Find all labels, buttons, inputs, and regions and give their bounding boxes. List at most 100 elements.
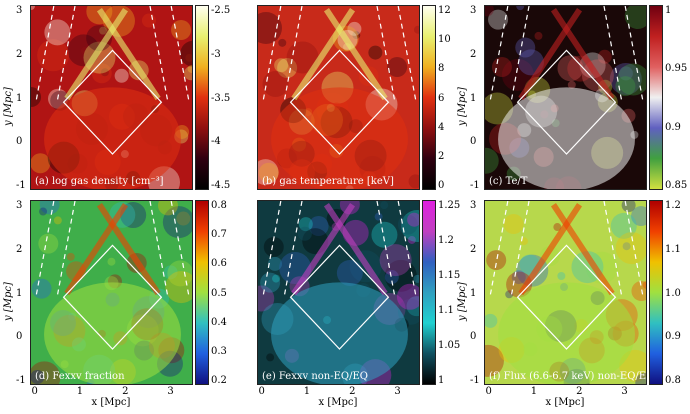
- cone-boundary: [283, 201, 303, 298]
- heatmap-b: (b) gas temperature [keV]: [257, 5, 420, 190]
- texture-blob: [488, 9, 509, 30]
- texture-blob: [99, 26, 108, 35]
- y-tick-label: -1: [16, 375, 26, 386]
- panel-caption: (c) Te/T: [489, 176, 528, 187]
- texture-blob: [286, 41, 319, 74]
- texture-blob: [485, 344, 504, 377]
- y-tick-label: 1: [16, 287, 23, 299]
- colorbar-tick-label: 1.0: [665, 287, 681, 299]
- colorbar-tick-label: 4: [438, 121, 445, 133]
- texture-blob: [274, 58, 289, 73]
- y-tick-label: 2: [16, 243, 23, 255]
- heatmap-c: (c) Te/T: [484, 5, 647, 190]
- texture-blob: [352, 31, 361, 40]
- cone-boundary: [376, 6, 396, 103]
- colorbar-tick-label: -3.5: [211, 92, 231, 104]
- y-tick-label: 3: [470, 5, 477, 16]
- colorbar-tick-label: 1.05: [438, 340, 461, 351]
- x-tick-label: 3: [621, 386, 628, 397]
- cone-boundary: [35, 6, 55, 103]
- texture-blob: [379, 244, 412, 277]
- colorbar: [195, 200, 209, 385]
- x-tick-label: 2: [576, 386, 583, 397]
- y-tick-label: 3: [16, 200, 23, 211]
- diamond-region: [62, 244, 163, 350]
- y-tick-label: -1: [470, 375, 480, 386]
- central-region: [498, 282, 635, 384]
- cone-boundary: [397, 201, 417, 298]
- colorbar-tick-label: -4: [211, 136, 221, 148]
- texture-blob: [553, 223, 562, 232]
- central-region: [271, 87, 408, 189]
- cone-boundary: [376, 201, 396, 298]
- texture-blob: [485, 147, 499, 174]
- jet-stream: [96, 8, 161, 101]
- cone-boundary: [149, 201, 169, 298]
- colorbar-tick-label: 1.2: [438, 235, 454, 246]
- texture-blob: [100, 68, 109, 77]
- texture-blob: [258, 159, 279, 186]
- texture-blob: [176, 211, 191, 226]
- texture-blob: [396, 283, 419, 310]
- cone-boundary: [283, 6, 303, 103]
- y-tick-label: -1: [470, 180, 480, 191]
- texture-blob: [401, 209, 419, 242]
- texture-blob: [610, 212, 637, 239]
- texture-blob: [31, 153, 51, 174]
- colorbar: [649, 200, 663, 385]
- y-tick-label: 0: [16, 331, 23, 343]
- heatmap-svg-e: [258, 201, 419, 384]
- diamond-region: [289, 49, 390, 155]
- texture-blob: [107, 257, 116, 266]
- colorbar-tick-label: 10: [438, 34, 451, 46]
- texture-blob: [615, 232, 646, 265]
- texture-blob: [503, 214, 524, 235]
- y-axis-label: y [Mpc]: [457, 86, 468, 126]
- texture-blob: [44, 19, 71, 46]
- texture-blob: [165, 271, 192, 304]
- colorbar-tick-label: 1: [665, 5, 672, 16]
- colorbar-tick-label: 0.5: [211, 287, 227, 299]
- cone-boundary: [510, 201, 530, 298]
- x-tick-label: 0: [258, 386, 265, 397]
- colorbar-tick-label: 1.25: [438, 200, 461, 211]
- cone-boundary: [489, 201, 509, 298]
- texture-blob: [501, 58, 534, 91]
- x-tick-label: 2: [122, 386, 129, 397]
- panel-caption: (f) Flux (6.6-6.7 keV) non-EQ/EQ: [489, 371, 647, 382]
- texture-blob: [31, 369, 45, 384]
- y-tick-label: 2: [470, 243, 477, 255]
- texture-blob: [272, 274, 281, 283]
- texture-blob: [38, 233, 59, 254]
- colorbar-tick-label: 0.95: [665, 63, 688, 75]
- colorbar-tick-label: 1.1: [665, 243, 681, 255]
- texture-blob: [266, 353, 275, 362]
- colorbar-tick-label: -3: [211, 48, 221, 60]
- jet-stream: [96, 203, 161, 296]
- texture-blob: [308, 216, 329, 237]
- central-region: [44, 282, 181, 384]
- texture-blob: [263, 236, 284, 257]
- y-axis-label: y [Mpc]: [3, 86, 14, 126]
- cone-boundary: [262, 201, 282, 298]
- cone-boundary: [262, 6, 282, 103]
- cone-boundary: [603, 6, 623, 103]
- texture-blob: [258, 285, 275, 312]
- texture-blob: [39, 201, 60, 215]
- y-tick-label: 2: [470, 48, 477, 60]
- texture-blob: [615, 76, 636, 97]
- x-axis-label: x [Mpc]: [91, 397, 131, 408]
- texture-blob: [609, 62, 642, 95]
- colorbar: [195, 5, 209, 190]
- texture-blob: [114, 68, 129, 83]
- texture-blob: [597, 49, 612, 64]
- texture-blob: [491, 57, 512, 78]
- texture-blob: [185, 53, 192, 62]
- texture-blob: [624, 6, 646, 29]
- colorbar-tick-label: 0.9: [665, 331, 681, 343]
- colorbar-tick-label: 0.4: [211, 316, 227, 328]
- texture-blob: [408, 174, 419, 189]
- cone-boundary: [56, 6, 76, 103]
- jet-stream: [323, 203, 388, 296]
- heatmap-svg-b: [258, 6, 419, 189]
